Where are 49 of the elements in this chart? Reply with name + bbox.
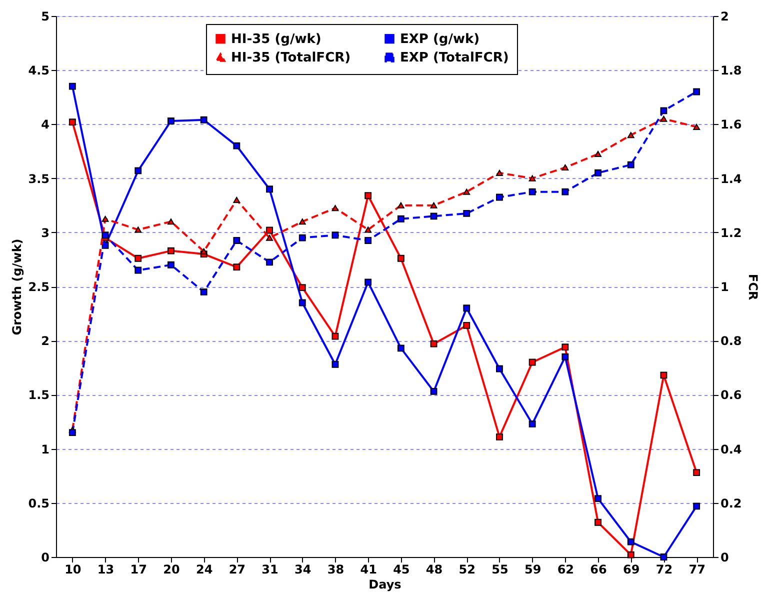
y2-tick-label: 0.8 [720, 334, 742, 348]
x-tick-label: 72 [656, 562, 673, 576]
x-tick-label: 20 [163, 562, 180, 576]
legend-label: HI-35 (g/wk) [231, 32, 322, 47]
y-tick-label: 0.5 [28, 496, 50, 510]
x-tick-label: 27 [228, 562, 246, 576]
y-tick-label: 2.5 [28, 280, 50, 294]
y-axis-title: Growth (g/wk) [10, 238, 24, 336]
y2-tick-label: 2 [720, 10, 729, 24]
y2-tick-label: 1.2 [720, 226, 742, 240]
y-tick-label: 1 [41, 442, 50, 456]
y2-tick-label: 1.4 [720, 172, 742, 186]
y2-axis-title: FCR [746, 274, 760, 300]
x-tick-label: 59 [524, 562, 542, 576]
x-tick-label: 69 [623, 562, 640, 576]
x-tick-label: 66 [590, 562, 607, 576]
y2-tick-label: 0 [720, 550, 729, 564]
y2-tick-label: 1.6 [720, 118, 742, 132]
x-tick-label: 45 [393, 562, 410, 576]
y2-tick-label: 1 [720, 280, 729, 294]
x-axis-title: Days [368, 578, 402, 592]
x-tick-label: 41 [360, 562, 377, 576]
x-tick-label: 55 [492, 562, 508, 576]
y-tick-label: 3.5 [28, 172, 50, 186]
y2-tick-label: 0.2 [720, 496, 742, 510]
x-tick-label: 34 [294, 562, 312, 576]
x-tick-label: 17 [130, 562, 147, 576]
legend-label: EXP (TotalFCR) [400, 50, 509, 66]
x-tick-label: 24 [196, 562, 213, 576]
y-tick-label: 4 [41, 118, 50, 132]
x-tick-label: 62 [557, 562, 574, 576]
y2-tick-label: 0.4 [720, 442, 742, 456]
y-tick-label: 0 [41, 550, 50, 564]
y-tick-label: 1.5 [28, 388, 50, 402]
legend-label: HI-35 (TotalFCR) [231, 50, 351, 66]
x-tick-label: 10 [64, 562, 82, 576]
y-tick-label: 4.5 [28, 64, 50, 78]
x-tick-label: 38 [327, 562, 344, 576]
x-tick-label: 77 [688, 562, 706, 576]
y-tick-label: 5 [41, 10, 50, 24]
x-tick-label: 52 [458, 562, 476, 576]
y2-tick-label: 1.8 [720, 64, 742, 78]
x-tick-label: 31 [262, 562, 278, 576]
x-tick-label: 13 [97, 562, 114, 576]
y2-tick-label: 0.6 [720, 388, 742, 402]
y-tick-label: 3 [41, 226, 50, 240]
legend-label: EXP (g/wk) [400, 32, 480, 47]
x-tick-label: 48 [426, 562, 443, 576]
y-tick-label: 2 [41, 334, 50, 348]
